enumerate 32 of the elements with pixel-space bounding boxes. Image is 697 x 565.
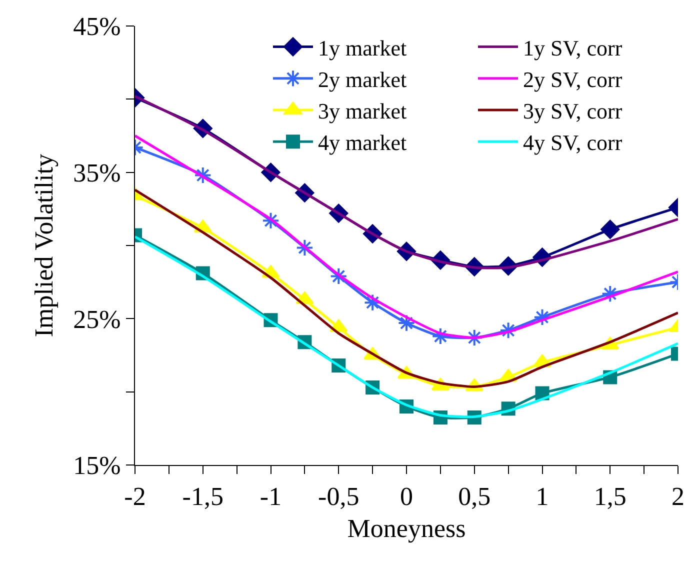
point [533, 308, 552, 326]
legend-label: 2y SV, corr [523, 66, 623, 92]
y-tick-label: 15% [73, 451, 121, 480]
point [398, 314, 416, 332]
legend-label: 1y market [318, 35, 407, 60]
y-axis-title: Implied Volatility [30, 154, 59, 338]
point [364, 294, 382, 312]
x-tick-label: 1,5 [594, 482, 626, 512]
x-tick-label: 2 [672, 482, 684, 512]
point [194, 166, 212, 184]
x-tick-label: 0,5 [458, 482, 491, 512]
legend-label: 3y market [318, 98, 407, 124]
y-tick-label: 25% [73, 304, 121, 334]
x-axis-title: Moneyness [347, 514, 466, 543]
point [262, 212, 280, 230]
x-tick-label: 1 [536, 482, 549, 512]
legend-label: 2y market [318, 66, 407, 92]
y-tick-label: 45% [73, 12, 121, 42]
legend-label: 1y SV, corr [523, 35, 623, 60]
x-tick-label: -1,5 [182, 482, 224, 512]
legend-label: 4y market [318, 130, 407, 156]
x-tick-label: 0 [400, 482, 413, 512]
y-tick-label: 35% [73, 158, 121, 188]
point [500, 322, 518, 340]
legend-label: 4y SV, corr [523, 130, 623, 156]
x-tick-label: -0,5 [318, 482, 360, 512]
point [330, 267, 348, 286]
x-tick-label: -2 [124, 482, 146, 512]
legend-label: 3y SV, corr [523, 98, 623, 124]
point [296, 238, 314, 256]
point [600, 220, 620, 239]
x-tick-label: -1 [260, 482, 282, 512]
